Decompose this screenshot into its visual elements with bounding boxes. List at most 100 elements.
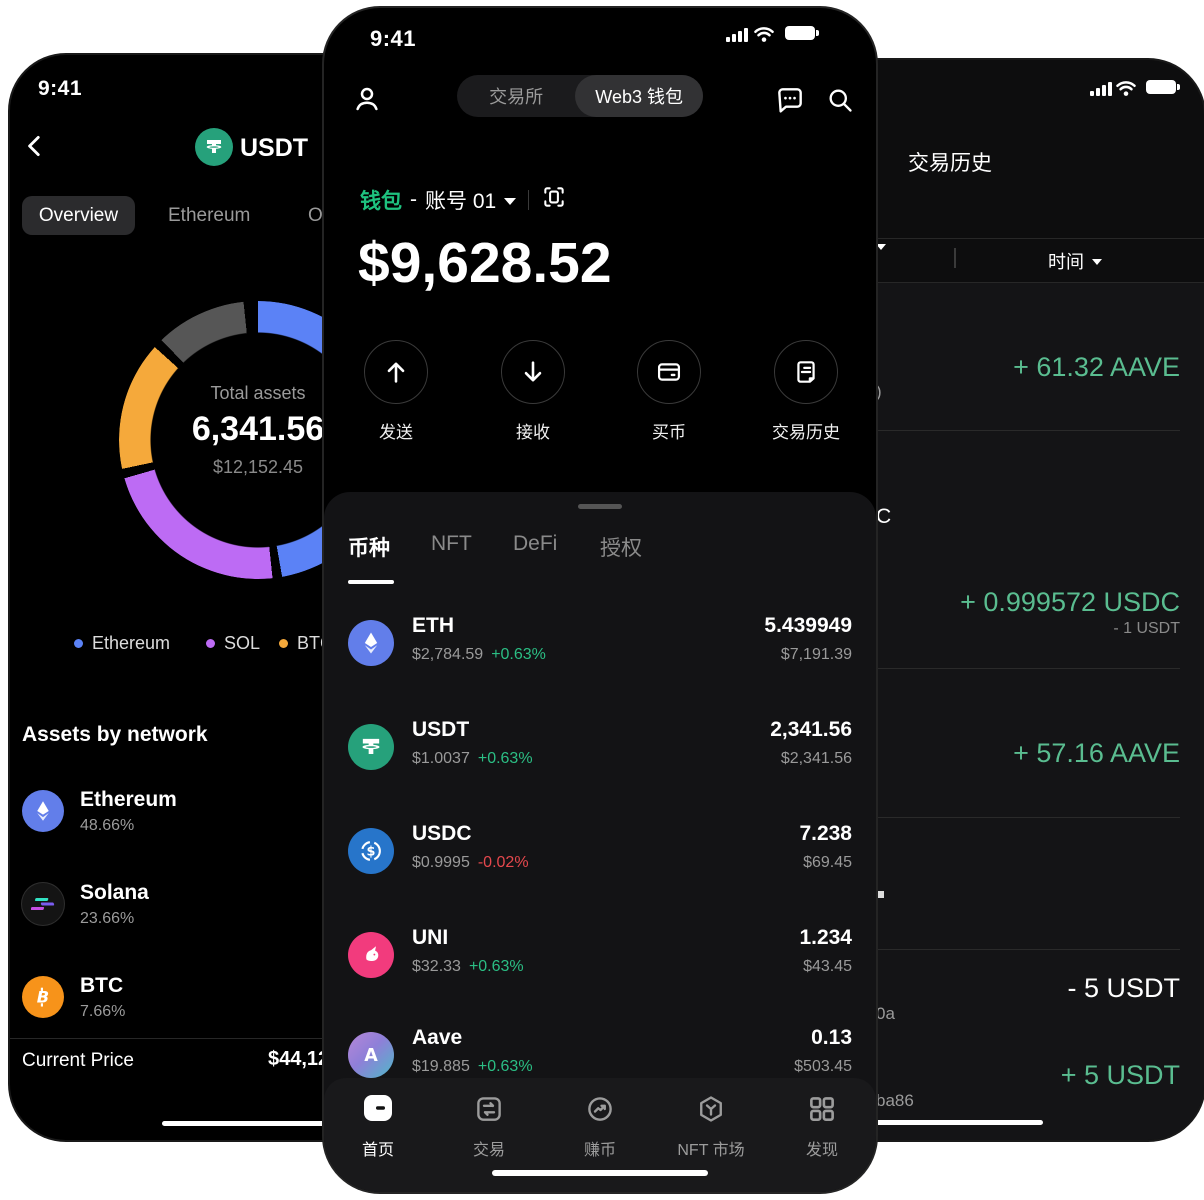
wallet-account-selector[interactable]: 钱包 - 账号 01 (360, 184, 567, 216)
svg-text:B: B (37, 987, 49, 1006)
tx2-clipped-text: C (876, 505, 892, 528)
tx5-address-tail: ba86 (876, 1091, 914, 1110)
tx2-amount[interactable]: + 0.999572 USDC (960, 587, 1180, 617)
current-price-value: $44,12 (268, 1048, 330, 1070)
nft-market-icon (700, 1096, 722, 1122)
home-icon (364, 1095, 392, 1121)
filter-divider (954, 248, 956, 268)
battery-icon (1146, 80, 1180, 94)
cellular-signal-icon (1090, 82, 1112, 96)
tab-web3-wallet[interactable]: Web3 钱包 (575, 75, 703, 117)
token-row-aave[interactable]: A Aave $19.885 +0.63% 0.13 $503.45 (348, 1026, 852, 1094)
tx4-amount[interactable]: - 5 USDT (1067, 973, 1180, 1003)
scan-qr-icon[interactable] (541, 184, 567, 216)
aave-icon: A (348, 1032, 394, 1078)
cellular-signal-icon (726, 28, 748, 42)
tx2-sub-amount: - 1 USDT (1113, 620, 1180, 637)
token-row-uni[interactable]: UNI $32.33 +0.63% 1.234 $43.45 (348, 926, 852, 994)
trade-icon (477, 1097, 501, 1121)
chevron-down-icon (504, 198, 517, 205)
earn-icon (588, 1097, 612, 1121)
back-icon[interactable] (22, 133, 48, 164)
uni-icon (348, 932, 394, 978)
tab-ethereum[interactable]: Ethereum (168, 205, 251, 226)
nav-home[interactable]: 首页 (324, 1094, 433, 1160)
legend-dot-btc (279, 639, 288, 648)
account-label: 账号 01 (425, 190, 497, 213)
nav-nft-market[interactable]: NFT 市场 (656, 1094, 766, 1160)
legend-dot-sol (206, 639, 215, 648)
network-row-btc[interactable]: B BTC 7.66% (22, 972, 322, 1032)
clipped-filter-caret[interactable] (876, 244, 886, 268)
total-assets-label: Total assets (210, 383, 306, 403)
legend-dot-ethereum (74, 639, 83, 648)
tab-defi[interactable]: DeFi (513, 532, 558, 555)
arrow-up-icon (364, 340, 428, 404)
phone-middle-wallet: 9:41 交易所 Web3 钱包 钱包 - 账号 01 (324, 8, 876, 1192)
tab-approvals[interactable]: 授权 (600, 537, 642, 560)
solana-network-icon (22, 883, 64, 925)
tx1-clipped-text: ) (876, 382, 882, 401)
tab-overview[interactable]: Overview (22, 196, 135, 235)
legend-ethereum: Ethereum (74, 633, 170, 654)
tx4-address-tail: 0a (876, 1004, 895, 1023)
tab-nft[interactable]: NFT (431, 532, 472, 555)
home-indicator[interactable] (162, 1121, 372, 1126)
status-time: 9:41 (38, 77, 83, 100)
nav-trade[interactable]: 交易 (434, 1094, 544, 1160)
wifi-icon (1115, 80, 1137, 101)
svg-text:A: A (364, 1046, 378, 1066)
support-chat-icon[interactable] (774, 84, 806, 121)
token-row-usdt[interactable]: USDT $1.0037 +0.63% 2,341.56 $2,341.56 (348, 718, 852, 786)
time-filter-dropdown[interactable]: 时间 (1048, 248, 1102, 274)
send-button[interactable]: 发送 (336, 340, 456, 443)
svg-text:$: $ (367, 845, 376, 860)
network-row-solana[interactable]: Solana 23.66% (22, 879, 322, 939)
assets-sheet (324, 492, 876, 1192)
token-row-eth[interactable]: ETH $2,784.59 +0.63% 5.439949 $7,191.39 (348, 614, 852, 682)
buy-crypto-button[interactable]: 买币 (609, 340, 729, 443)
network-row-ethereum[interactable]: Ethereum 48.66% (22, 786, 322, 846)
total-assets-value: 6,341.56 (191, 410, 325, 448)
chevron-down-icon (1092, 259, 1102, 265)
legend-sol: SOL (206, 633, 260, 654)
tx5-amount[interactable]: + 5 USDT (1060, 1060, 1180, 1090)
coin-title: USDT (240, 134, 309, 162)
tab-exchange[interactable]: 交易所 (489, 87, 544, 107)
ethereum-network-icon (22, 790, 64, 832)
donut-center-labels: Total assets 6,341.56 $12,152.45 (119, 383, 397, 478)
tx-history-title: 交易历史 (908, 152, 992, 175)
usdc-icon: $ (348, 828, 394, 874)
token-row-usdc[interactable]: $ USDC $0.9995 -0.02% 7.238 $69.45 (348, 822, 852, 890)
tx4-clipped-glyph (877, 891, 884, 898)
search-icon[interactable] (826, 86, 854, 119)
divider (528, 190, 530, 210)
home-indicator[interactable] (780, 1120, 1043, 1125)
home-indicator[interactable] (492, 1170, 708, 1176)
current-price-label: Current Price (22, 1050, 134, 1071)
receive-button[interactable]: 接收 (473, 340, 593, 443)
tab-other[interactable]: O (308, 205, 323, 226)
btc-network-icon: B (22, 976, 64, 1018)
tx3-amount[interactable]: + 57.16 AAVE (1013, 738, 1180, 768)
discover-icon (810, 1097, 834, 1121)
assets-by-network-title: Assets by network (22, 723, 208, 746)
battery-icon (785, 26, 819, 40)
bank-card-icon (637, 340, 701, 404)
tx1-amount[interactable]: + 61.32 AAVE (1013, 352, 1180, 382)
wallet-label: 钱包 (360, 190, 402, 213)
nav-discover[interactable]: 发现 (767, 1094, 876, 1160)
wifi-icon (753, 26, 775, 47)
eth-icon (348, 620, 394, 666)
total-assets-usd: $12,152.45 (212, 457, 304, 477)
nav-earn[interactable]: 赚币 (545, 1094, 655, 1160)
profile-icon[interactable] (352, 84, 382, 119)
tx-history-button[interactable]: 交易历史 (746, 340, 866, 443)
total-balance: $9,628.52 (358, 231, 612, 295)
status-time: 9:41 (370, 26, 417, 51)
tab-coins[interactable]: 币种 (348, 537, 390, 560)
usdt-coin-icon (195, 128, 233, 166)
arrow-down-icon (501, 340, 565, 404)
sheet-drag-handle[interactable] (578, 504, 622, 509)
